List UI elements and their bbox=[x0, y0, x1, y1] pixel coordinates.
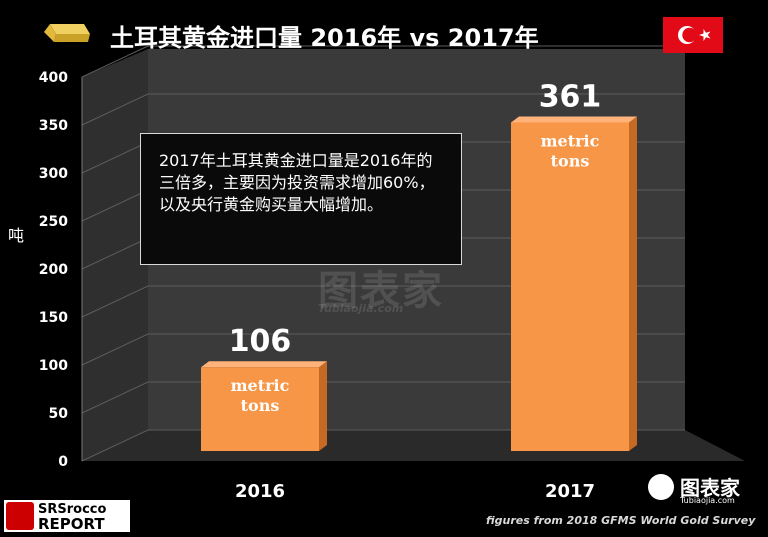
x-tick-label: 2016 bbox=[235, 481, 285, 502]
bar-top bbox=[201, 361, 327, 368]
bar-unit-label: metric bbox=[231, 376, 290, 395]
tubiaojia-logo: 图表家 Tubiaojia.com bbox=[648, 470, 748, 506]
bar-top bbox=[511, 116, 637, 123]
annotation-text: 2017年土耳其黄金进口量是2016年的三倍多，主要因为投资需求增加60%，以及… bbox=[159, 151, 435, 214]
y-tick-label: 250 bbox=[39, 214, 68, 230]
gridline-side bbox=[81, 45, 149, 78]
x-tick-label: 2017 bbox=[545, 481, 595, 502]
tubiaojia-logo-text: 图表家 bbox=[680, 476, 740, 500]
bar-side bbox=[319, 361, 327, 451]
bar-unit-label: tons bbox=[241, 396, 280, 415]
tubiaojia-logo-sub: Tubiaojia.com bbox=[680, 496, 735, 505]
source-note: figures from 2018 GFMS World Gold Survey bbox=[486, 514, 756, 527]
srsrocco-logo-bottom: REPORT bbox=[38, 515, 105, 533]
annotation-box: 2017年土耳其黄金进口量是2016年的三倍多，主要因为投资需求增加60%，以及… bbox=[140, 133, 462, 265]
bar-unit-label: tons bbox=[551, 151, 590, 170]
y-tick-label: 300 bbox=[39, 166, 68, 182]
turkey-flag-icon bbox=[663, 17, 723, 53]
tubiaojia-head-icon bbox=[648, 474, 674, 500]
watermark-sub: Tubiaojia.com bbox=[318, 302, 404, 315]
y-tick-label: 50 bbox=[49, 406, 69, 422]
bar-2017 bbox=[511, 122, 629, 451]
y-tick-label: 150 bbox=[39, 310, 68, 326]
y-tick-label: 400 bbox=[39, 70, 68, 86]
bar-unit-label: metric bbox=[541, 131, 600, 150]
y-tick-label: 0 bbox=[58, 454, 68, 470]
gridline-side bbox=[81, 285, 149, 318]
y-tick-label: 350 bbox=[39, 118, 68, 134]
y-tick-label: 100 bbox=[39, 358, 68, 374]
bar-value-label: 361 bbox=[539, 79, 602, 114]
gridline-side bbox=[81, 237, 149, 270]
gold-bar-icon bbox=[44, 24, 90, 42]
side-wall bbox=[82, 49, 148, 461]
floor bbox=[82, 430, 745, 461]
gridline-side bbox=[81, 189, 149, 222]
bar-side bbox=[629, 116, 637, 451]
gridline-side bbox=[81, 333, 149, 366]
y-tick-label: 200 bbox=[39, 262, 68, 278]
gridline-side bbox=[81, 93, 149, 126]
srsrocco-logo-top: SRSrocco bbox=[38, 502, 107, 517]
y-axis-label: 吨 bbox=[8, 226, 25, 245]
bar-2016 bbox=[201, 367, 319, 451]
watermark: 图表家 bbox=[318, 268, 444, 314]
srsrocco-badge-icon bbox=[6, 502, 34, 530]
gridline-side bbox=[81, 381, 149, 414]
srsrocco-logo: SRSrocco REPORT bbox=[4, 500, 130, 533]
chart-title: 土耳其黄金进口量 2016年 vs 2017年 bbox=[110, 24, 539, 52]
gridline-side bbox=[81, 429, 149, 462]
bar-value-label: 106 bbox=[229, 324, 292, 359]
gridline-side bbox=[81, 141, 149, 174]
